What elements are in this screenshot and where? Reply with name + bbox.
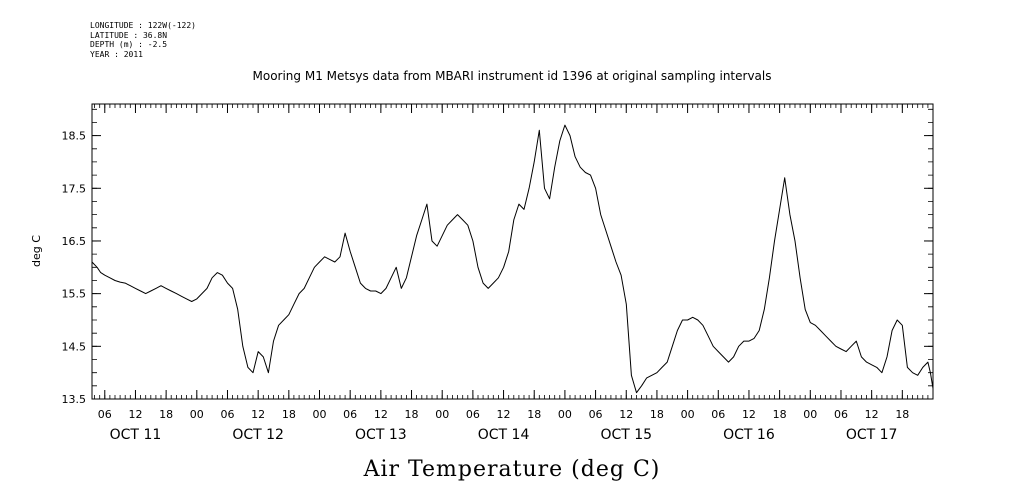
series-layer [91, 124, 934, 394]
minor-tick-marks [92, 104, 934, 400]
y-tick-label: 16.5 [62, 235, 87, 248]
plot-frame [91, 103, 934, 400]
year-text: YEAR : 2011 [90, 49, 143, 59]
x-tick-label: 12 [742, 408, 756, 421]
air-temperature-line [91, 124, 934, 394]
chart-title: Mooring M1 Metsys data from MBARI instru… [253, 69, 772, 83]
x-tick-label: 00 [803, 408, 817, 421]
x-tick-label: 12 [497, 408, 511, 421]
y-tick-label: 14.5 [62, 340, 87, 353]
x-day-label: OCT 15 [600, 427, 652, 443]
x-tick-label: 12 [128, 408, 142, 421]
minor-ticks [92, 104, 934, 400]
y-tick-label: 17.5 [62, 182, 87, 195]
x-tick-label: 06 [711, 408, 725, 421]
latitude-text: LATITUDE : 36.8N [90, 30, 168, 40]
x-tick-label: 06 [98, 408, 112, 421]
x-tick-label: 00 [435, 408, 449, 421]
x-tick-label: 18 [773, 408, 787, 421]
x-tick-label: 18 [650, 408, 664, 421]
x-tick-label: 18 [159, 408, 173, 421]
x-tick-label: 00 [313, 408, 327, 421]
x-tick-label: 00 [190, 408, 204, 421]
x-axis: 06 12 18 00 06 12 18 00 06 12 18 00 06 12 18 00 06 12 18 00… [98, 104, 909, 443]
x-tick-label: 00 [558, 408, 572, 421]
metadata-block: LONGITUDE : 122W(-122) LATITUDE : 36.8N … [90, 21, 196, 59]
x-day-label: OCT 14 [478, 427, 530, 443]
x-day-label: OCT 17 [846, 427, 898, 443]
x-day-label: OCT 12 [232, 427, 284, 443]
x-tick-label: 18 [282, 408, 296, 421]
x-tick-label: 18 [895, 408, 909, 421]
depth-text: DEPTH (m) : -2.5 [90, 40, 168, 49]
x-tick-label: 06 [466, 408, 480, 421]
x-tick-label: 12 [865, 408, 879, 421]
y-axis-label: deg C [30, 235, 43, 267]
x-day-label: OCT 16 [723, 427, 775, 443]
x-tick-label: 18 [405, 408, 419, 421]
x-day-label: OCT 13 [355, 427, 407, 443]
y-axis: 13.5 14.5 15.5 16.5 17.5 18.5 [62, 130, 933, 406]
y-tick-label: 13.5 [62, 393, 87, 406]
x-day-label: OCT 11 [110, 427, 162, 443]
y-tick-label: 18.5 [62, 130, 87, 143]
longitude-text: LONGITUDE : 122W(-122) [90, 21, 196, 30]
x-tick-label: 12 [251, 408, 265, 421]
x-tick-label: 06 [220, 408, 234, 421]
x-tick-label: 00 [681, 408, 695, 421]
x-tick-label: 12 [619, 408, 633, 421]
x-tick-label: 06 [343, 408, 357, 421]
x-tick-label: 06 [589, 408, 603, 421]
x-axis-label: Air Temperature (deg C) [363, 457, 661, 482]
x-tick-label: 12 [374, 408, 388, 421]
y-tick-label: 15.5 [62, 288, 87, 301]
x-tick-label: 06 [834, 408, 848, 421]
x-tick-label: 18 [527, 408, 541, 421]
